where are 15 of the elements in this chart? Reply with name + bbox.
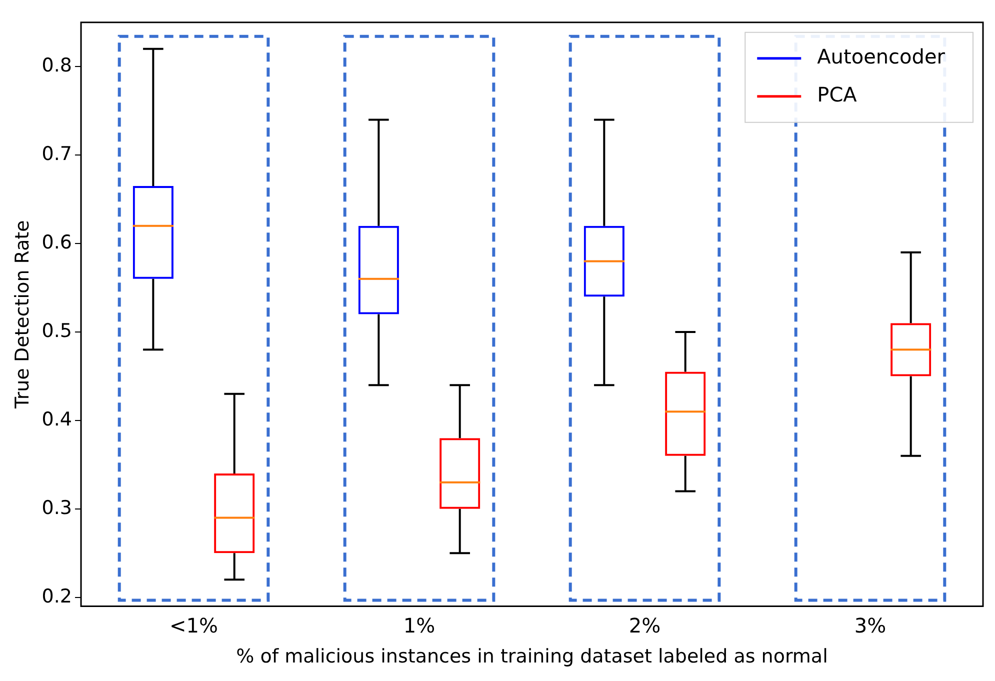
y-tick-label: 0.6: [42, 231, 72, 254]
x-tick-label: 2%: [628, 613, 661, 638]
y-tick-label: 0.3: [42, 496, 72, 519]
y-tick-label: 0.5: [42, 320, 72, 342]
y-tick-label: 0.4: [42, 408, 72, 430]
y-tick-label: 0.2: [42, 585, 72, 608]
x-tick-label: 1%: [403, 613, 436, 638]
legend-label: Autoencoder: [817, 44, 946, 69]
x-axis-title: % of malicious instances in training dataset labeled as normal: [236, 646, 828, 668]
legend-label: PCA: [817, 82, 858, 107]
x-tick-label: 3%: [854, 613, 886, 638]
y-tick-label: 0.8: [42, 54, 72, 77]
y-axis-title: True Detection Rate: [11, 220, 34, 410]
x-tick-label: <1%: [170, 613, 218, 638]
y-tick-label: 0.7: [42, 143, 72, 166]
